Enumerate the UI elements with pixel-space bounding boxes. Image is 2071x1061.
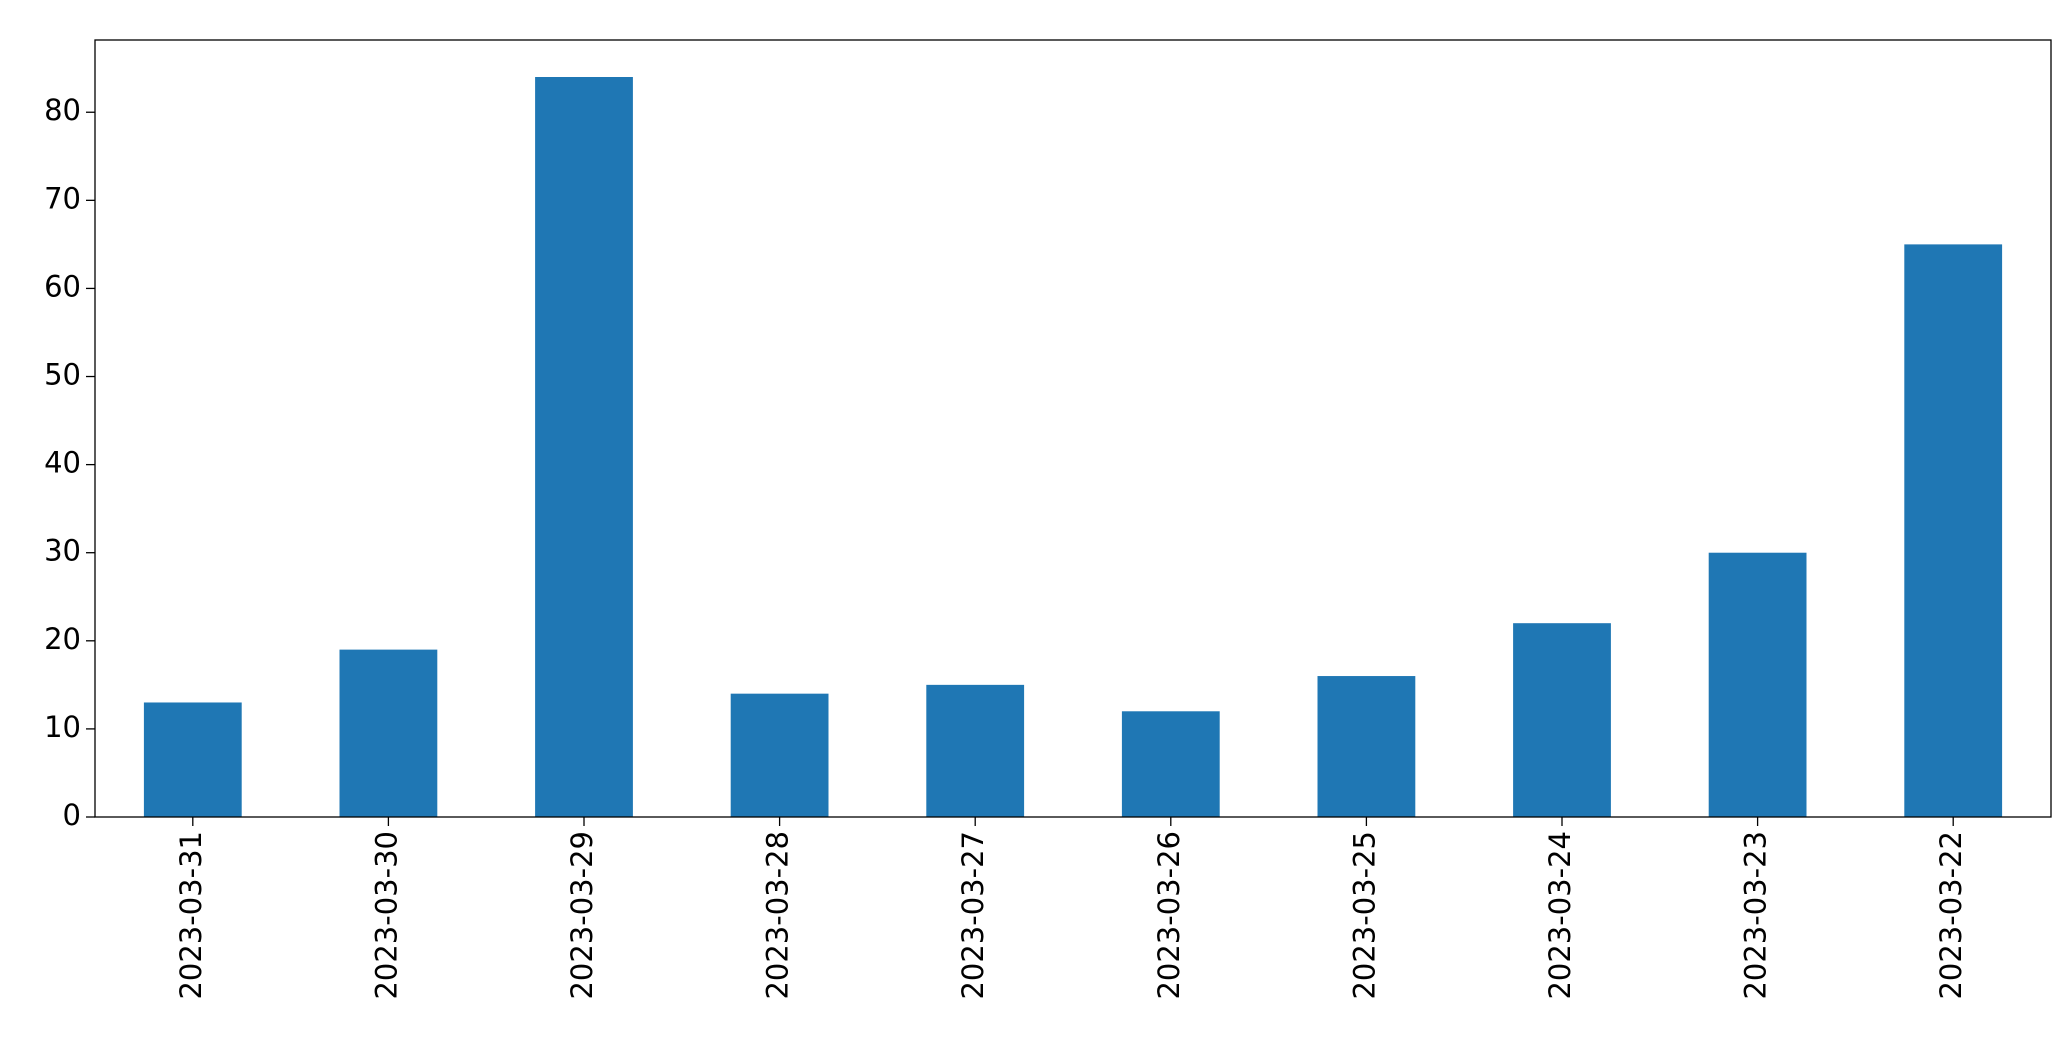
x-tick-label: 2023-03-28 (761, 831, 795, 1000)
bar (1121, 711, 1220, 817)
bar (730, 693, 829, 817)
bar (339, 649, 438, 817)
x-tick-label: 2023-03-29 (565, 831, 599, 1000)
x-tick-label: 2023-03-24 (1543, 831, 1577, 1000)
x-tick-label: 2023-03-30 (369, 831, 403, 1000)
x-tick-label: 2023-03-31 (174, 831, 208, 1000)
bar (926, 684, 1025, 817)
bar (143, 702, 242, 817)
bar (1904, 244, 2003, 817)
y-tick-label: 20 (44, 622, 81, 656)
y-tick-label: 60 (44, 269, 81, 303)
bar (1317, 676, 1416, 817)
bar (1708, 552, 1807, 817)
x-tick-label: 2023-03-23 (1739, 831, 1773, 1000)
x-tick-label: 2023-03-27 (956, 831, 990, 1000)
x-tick-label: 2023-03-26 (1152, 831, 1186, 1000)
y-tick-label: 40 (44, 446, 81, 480)
bar (1513, 623, 1611, 817)
y-tick-label: 0 (63, 798, 81, 832)
plot-frame (94, 39, 2052, 818)
y-tick-label: 70 (44, 181, 81, 215)
y-tick-label: 80 (44, 93, 81, 127)
y-tick-label: 50 (44, 358, 81, 392)
y-tick-label: 10 (44, 710, 81, 744)
y-tick-label: 30 (44, 534, 81, 568)
bar (535, 77, 633, 817)
x-tick-label: 2023-03-22 (1934, 831, 1968, 1000)
x-tick-label: 2023-03-25 (1347, 831, 1381, 1000)
